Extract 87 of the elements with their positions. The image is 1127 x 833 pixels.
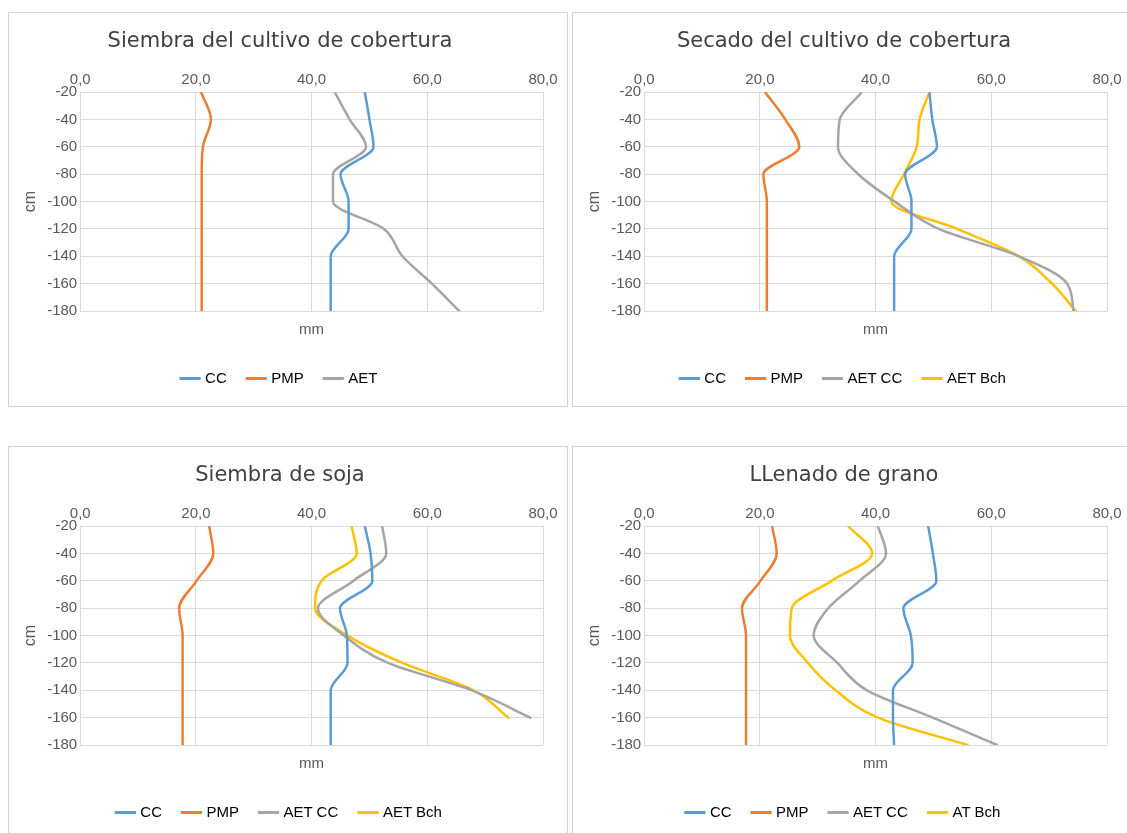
y-axis-title: cm	[21, 190, 39, 213]
line-series	[762, 92, 801, 311]
x-tick-label: 40,0	[861, 504, 891, 522]
x-axis-title: mm	[863, 320, 889, 338]
line-series	[740, 526, 778, 745]
y-tick-label: -100	[47, 625, 78, 643]
legend-label: AET CC	[853, 802, 908, 820]
y-tick-label: -60	[619, 571, 642, 589]
y-tick-label: -120	[47, 653, 78, 671]
legend-label: AET Bch	[382, 802, 442, 820]
x-tick-label: 60,0	[412, 504, 442, 522]
x-tick-label: 80,0	[528, 70, 558, 88]
y-tick-label: -120	[611, 219, 642, 237]
y-tick-label: -40	[55, 543, 78, 561]
x-tick-label: 40,0	[297, 70, 327, 88]
y-tick-label: -100	[611, 625, 642, 643]
y-tick-label: -140	[47, 246, 78, 264]
y-tick-label: -180	[47, 301, 78, 319]
y-tick-label: -80	[619, 598, 642, 616]
y-axis-title: cm	[21, 624, 39, 647]
legend-label: AT Bch	[952, 802, 1001, 820]
x-tick-label: 20,0	[745, 70, 775, 88]
y-tick-label: -80	[619, 164, 642, 182]
line-series	[199, 92, 213, 311]
y-tick-label: -40	[55, 109, 78, 127]
x-tick-label: 20,0	[181, 504, 211, 522]
y-tick-label: -60	[619, 137, 642, 155]
x-axis-title: mm	[299, 754, 325, 772]
x-tick-label: 80,0	[1092, 70, 1122, 88]
y-tick-label: -60	[55, 571, 78, 589]
y-axis-title: cm	[585, 190, 603, 213]
legend-label: PMP	[776, 802, 809, 820]
chart-title: Secado del cultivo de cobertura	[676, 28, 1012, 53]
x-axis-title: mm	[299, 320, 325, 338]
line-series	[788, 526, 969, 745]
y-tick-label: -80	[55, 598, 78, 616]
legend-label: PMP	[770, 368, 803, 386]
y-tick-label: -140	[611, 246, 642, 264]
x-tick-label: 20,0	[181, 70, 211, 88]
x-tick-label: 80,0	[1092, 504, 1122, 522]
x-tick-label: 20,0	[745, 504, 775, 522]
line-series	[892, 92, 939, 311]
x-tick-label: 60,0	[412, 70, 442, 88]
y-tick-label: -40	[619, 543, 642, 561]
legend-label: AET Bch	[946, 368, 1006, 386]
legend-label: PMP	[271, 368, 304, 386]
x-tick-label: 40,0	[861, 70, 891, 88]
line-series	[331, 92, 461, 311]
y-tick-label: -140	[47, 680, 78, 698]
chart-title: Siembra de soja	[195, 462, 365, 487]
y-tick-label: -160	[611, 707, 642, 725]
legend-label: AET CC	[283, 802, 339, 820]
y-tick-label: -100	[611, 191, 642, 209]
line-series	[836, 92, 1075, 311]
legend-label: CC	[704, 368, 727, 386]
line-series	[891, 526, 938, 745]
y-tick-label: -140	[611, 680, 642, 698]
y-tick-label: -60	[55, 137, 78, 155]
y-tick-label: -180	[47, 735, 78, 753]
y-tick-label: -160	[611, 273, 642, 291]
line-series	[812, 526, 999, 745]
legend-label: AET CC	[847, 368, 903, 386]
line-series	[177, 526, 215, 745]
line-series	[329, 526, 374, 745]
y-tick-label: -180	[611, 301, 642, 319]
x-tick-label: 40,0	[297, 504, 327, 522]
y-tick-label: -160	[47, 273, 78, 291]
chart-title: LLenado de grano	[749, 462, 939, 487]
x-axis-title: mm	[863, 754, 889, 772]
legend-label: AET	[348, 368, 378, 386]
y-tick-label: -80	[55, 164, 78, 182]
y-tick-label: -180	[611, 735, 642, 753]
line-series	[329, 92, 375, 311]
x-tick-label: 60,0	[976, 70, 1006, 88]
y-tick-label: -40	[619, 109, 642, 127]
chart-title: Siembra del cultivo de cobertura	[107, 28, 453, 53]
legend-label: CC	[709, 802, 732, 820]
y-tick-label: -160	[47, 707, 78, 725]
legend-label: PMP	[206, 802, 239, 820]
x-tick-label: 80,0	[528, 504, 558, 522]
x-tick-label: 60,0	[976, 504, 1006, 522]
y-tick-label: -120	[611, 653, 642, 671]
legend-label: CC	[140, 802, 163, 820]
y-tick-label: -120	[47, 219, 78, 237]
legend-label: CC	[205, 368, 227, 386]
y-tick-label: -100	[47, 191, 78, 209]
y-axis-title: cm	[585, 624, 603, 647]
